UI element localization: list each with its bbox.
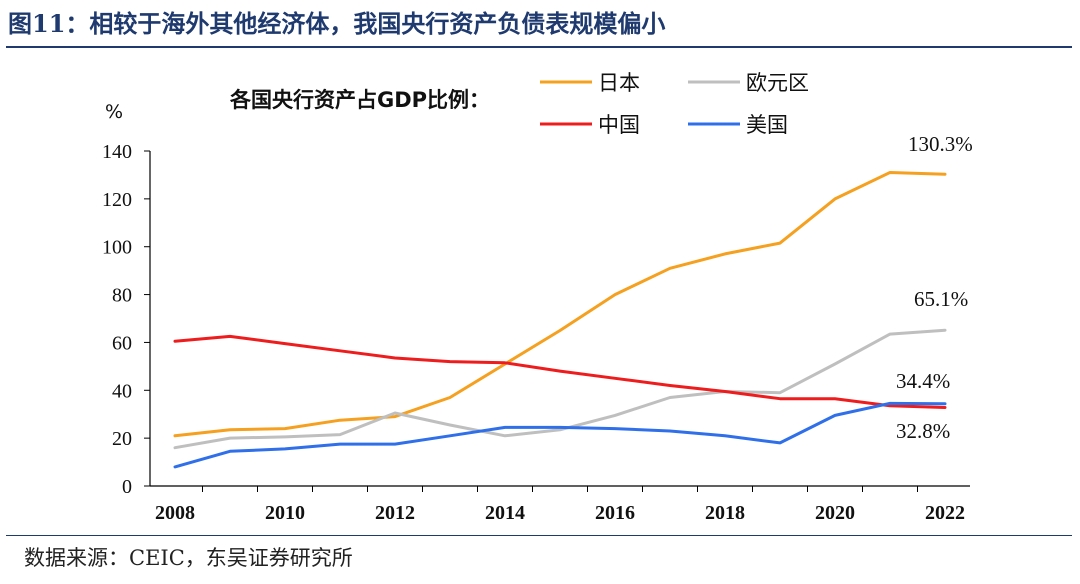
- chart-axes: [149, 151, 970, 487]
- y-tick-label: 140: [102, 141, 132, 163]
- y-axis-ticks: 0 20 40 60 80 100 120 140: [102, 141, 150, 498]
- y-tick-label: 80: [112, 285, 132, 307]
- data-label-china: 32.8%: [896, 419, 950, 443]
- title-divider: [6, 46, 1072, 48]
- y-axis-unit: %: [105, 101, 123, 123]
- x-tick-label: 2014: [485, 502, 525, 524]
- y-tick-label: 100: [102, 237, 132, 259]
- y-tick-label: 0: [122, 476, 132, 498]
- legend-label-eurozone: 欧元区: [746, 71, 809, 95]
- y-tick-label: 120: [102, 189, 132, 211]
- series-lines: [173, 171, 947, 469]
- x-tick-label: 2010: [265, 502, 305, 524]
- x-axis-ticks: 2008 2010 2012 2014 2016 2018 2020 2022: [155, 486, 965, 524]
- x-tick-label: 2018: [705, 502, 745, 524]
- data-label-us: 34.4%: [896, 369, 950, 393]
- data-label-eurozone: 65.1%: [914, 287, 968, 311]
- y-tick-label: 20: [112, 428, 132, 450]
- legend-label-china: 中国: [598, 113, 640, 137]
- series-line-japan: [173, 171, 947, 438]
- x-tick-label: 2022: [925, 502, 965, 524]
- chart-subtitle: 各国央行资产占GDP比例：: [229, 88, 490, 112]
- x-tick-label: 2016: [595, 502, 635, 524]
- series-line-china: [173, 334, 947, 409]
- y-tick-label: 60: [112, 332, 132, 354]
- x-tick-label: 2012: [375, 502, 415, 524]
- figure-title: 图11：相较于海外其他经济体，我国央行资产负债表规模偏小: [8, 9, 666, 38]
- legend-label-us: 美国: [746, 113, 788, 137]
- x-tick-label: 2020: [815, 502, 855, 524]
- footer-divider: [6, 535, 1072, 536]
- data-labels: 130.3% 65.1% 34.4% 32.8%: [896, 132, 973, 443]
- legend: 日本 欧元区 中国 美国: [540, 71, 809, 137]
- data-label-japan: 130.3%: [908, 132, 973, 156]
- y-tick-label: 40: [112, 380, 132, 402]
- source-note: 数据来源：CEIC，东吴证券研究所: [24, 546, 353, 570]
- x-tick-label: 2008: [155, 502, 195, 524]
- series-line-us: [173, 401, 947, 469]
- legend-label-japan: 日本: [598, 71, 640, 95]
- series-line-eurozone: [173, 328, 947, 450]
